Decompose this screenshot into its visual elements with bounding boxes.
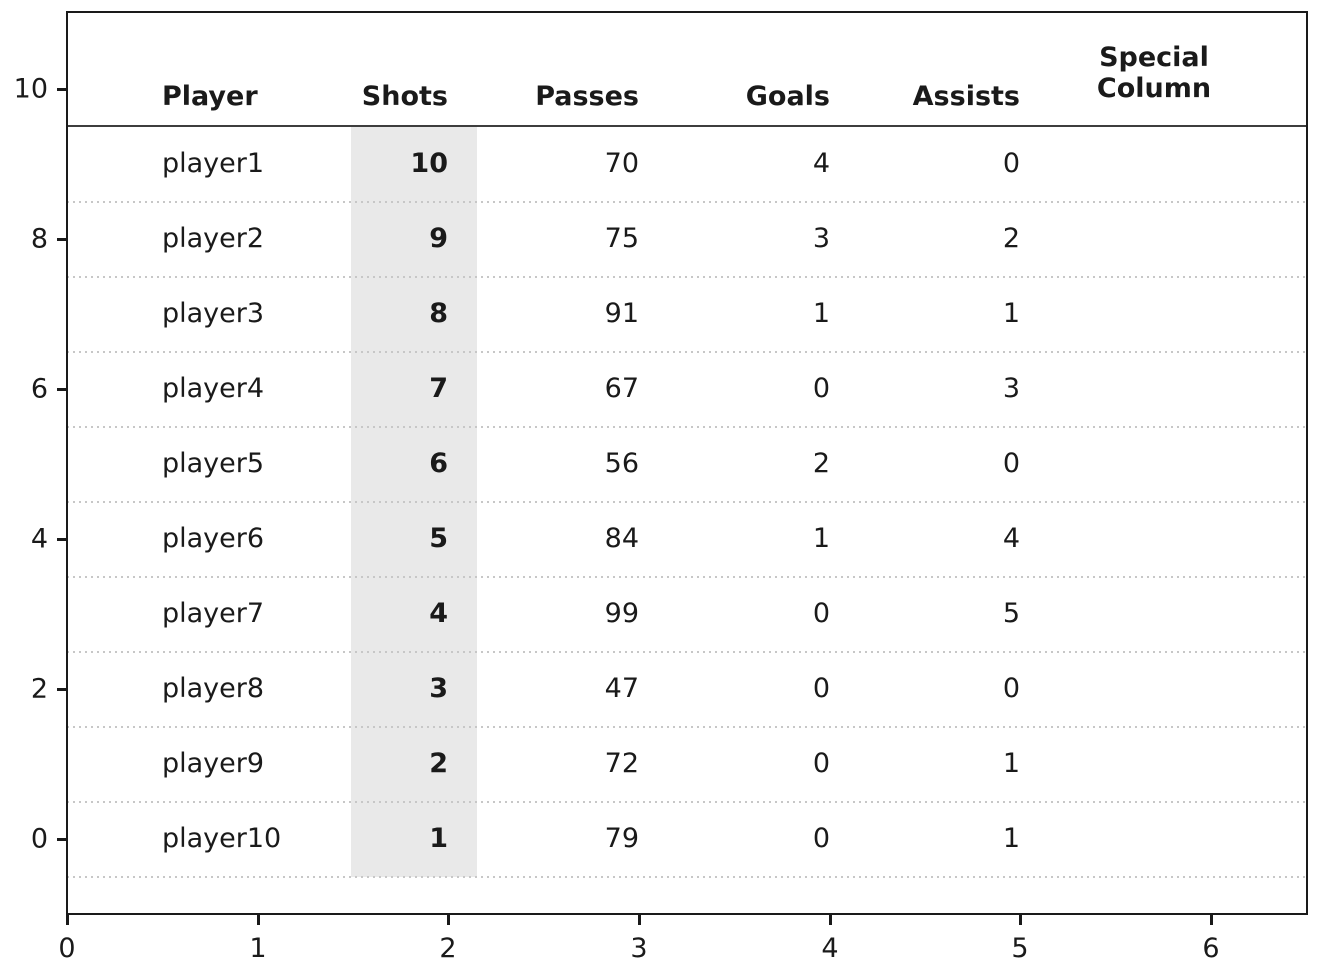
x-tick-mark <box>66 915 69 925</box>
y-axis-tick-label: 0 <box>30 823 48 855</box>
x-tick-mark <box>829 915 832 925</box>
y-tick-mark <box>57 538 67 541</box>
cell-assists: 3 <box>1002 373 1020 405</box>
cell-passes: 67 <box>604 373 639 405</box>
cell-shots: 8 <box>429 298 448 330</box>
cell-shots: 1 <box>429 823 448 855</box>
column-header-assists: Assists <box>912 81 1020 113</box>
y-axis-tick-label: 2 <box>30 673 48 705</box>
cell-passes: 47 <box>604 673 639 705</box>
cell-player: player3 <box>162 298 265 330</box>
cell-shots: 9 <box>429 223 448 255</box>
cell-passes: 75 <box>604 223 639 255</box>
x-axis-tick-label: 6 <box>1202 933 1220 964</box>
x-axis-tick-label: 3 <box>630 933 648 964</box>
cell-player: player1 <box>162 148 265 180</box>
cell-assists: 5 <box>1002 598 1020 630</box>
y-tick-mark <box>57 688 67 691</box>
row-separator-line <box>67 426 1308 428</box>
column-header-passes: Passes <box>535 81 639 113</box>
row-separator-line <box>67 201 1308 203</box>
cell-shots: 4 <box>429 598 448 630</box>
x-axis-tick-label: 0 <box>58 933 76 964</box>
y-axis-tick-label: 10 <box>13 73 48 105</box>
cell-shots: 5 <box>429 523 448 555</box>
cell-shots: 10 <box>410 148 448 180</box>
cell-passes: 99 <box>604 598 639 630</box>
cell-passes: 72 <box>604 748 639 780</box>
y-axis-tick-label: 8 <box>30 223 48 255</box>
cell-goals: 0 <box>812 748 830 780</box>
x-axis-tick-label: 4 <box>821 933 839 964</box>
cell-player: player8 <box>162 673 265 705</box>
x-tick-mark <box>257 915 260 925</box>
cell-assists: 1 <box>1002 823 1020 855</box>
column-header-special: Special Column <box>1044 42 1264 104</box>
y-axis-tick-label: 4 <box>30 523 48 555</box>
row-separator-line <box>67 576 1308 578</box>
cell-passes: 70 <box>604 148 639 180</box>
cell-goals: 3 <box>812 223 830 255</box>
cell-shots: 3 <box>429 673 448 705</box>
cell-assists: 0 <box>1002 148 1020 180</box>
cell-shots: 7 <box>429 373 448 405</box>
cell-assists: 4 <box>1002 523 1020 555</box>
x-axis-tick-label: 2 <box>439 933 457 964</box>
x-axis-tick-label: 5 <box>1011 933 1029 964</box>
row-separator-line <box>67 651 1308 653</box>
cell-goals: 1 <box>812 298 830 330</box>
column-header-player: Player <box>162 81 258 113</box>
column-header-special-line1: Special <box>1099 42 1209 73</box>
x-tick-mark <box>638 915 641 925</box>
cell-player: player7 <box>162 598 265 630</box>
cell-shots: 6 <box>429 448 448 480</box>
cell-goals: 0 <box>812 673 830 705</box>
cell-goals: 1 <box>812 523 830 555</box>
y-axis-tick-label: 6 <box>30 373 48 405</box>
row-separator-line <box>67 801 1308 803</box>
x-tick-mark <box>1210 915 1213 925</box>
cell-assists: 1 <box>1002 298 1020 330</box>
y-tick-mark <box>57 238 67 241</box>
cell-passes: 56 <box>604 448 639 480</box>
column-header-shots: Shots <box>361 81 448 113</box>
cell-player: player5 <box>162 448 265 480</box>
y-tick-mark <box>57 388 67 391</box>
cell-goals: 4 <box>812 148 830 180</box>
x-tick-mark <box>1019 915 1022 925</box>
column-header-special-line2: Column <box>1096 73 1212 104</box>
x-tick-mark <box>447 915 450 925</box>
cell-player: player9 <box>162 748 265 780</box>
header-rule <box>67 125 1308 127</box>
cell-assists: 1 <box>1002 748 1020 780</box>
cell-goals: 0 <box>812 598 830 630</box>
cell-assists: 0 <box>1002 448 1020 480</box>
cell-player: player10 <box>162 823 282 855</box>
cell-goals: 0 <box>812 823 830 855</box>
cell-shots: 2 <box>429 748 448 780</box>
cell-passes: 84 <box>604 523 639 555</box>
x-axis-tick-label: 1 <box>249 933 267 964</box>
cell-goals: 2 <box>812 448 830 480</box>
cell-assists: 2 <box>1002 223 1020 255</box>
row-separator-line <box>67 726 1308 728</box>
cell-goals: 0 <box>812 373 830 405</box>
cell-player: player4 <box>162 373 265 405</box>
row-separator-line <box>67 351 1308 353</box>
row-separator-line <box>67 876 1308 878</box>
y-tick-mark <box>57 838 67 841</box>
cell-player: player2 <box>162 223 265 255</box>
row-separator-line <box>67 501 1308 503</box>
plot-area <box>66 11 1308 915</box>
cell-player: player6 <box>162 523 265 555</box>
cell-assists: 0 <box>1002 673 1020 705</box>
cell-passes: 79 <box>604 823 639 855</box>
y-tick-mark <box>57 88 67 91</box>
cell-passes: 91 <box>604 298 639 330</box>
column-header-goals: Goals <box>745 81 830 113</box>
row-separator-line <box>67 276 1308 278</box>
